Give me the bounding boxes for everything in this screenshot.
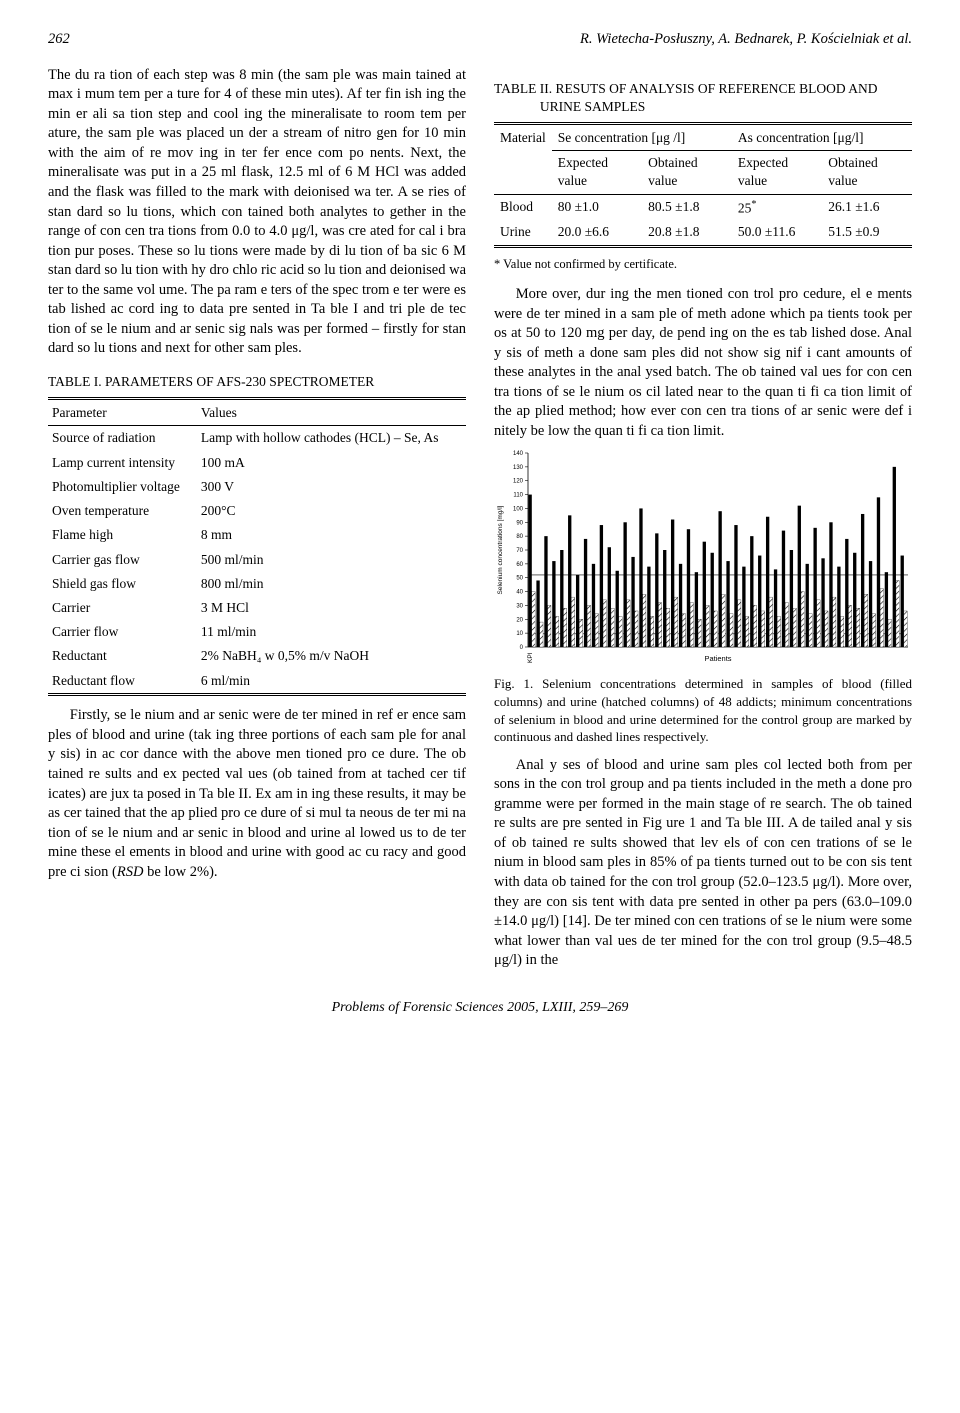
svg-text:0: 0 [520, 645, 524, 651]
t2-h-obt2: Obtained value [822, 150, 912, 193]
para-right-1: More over, dur ing the men tioned con tr… [494, 285, 912, 442]
table1-value: 3 M HCl [197, 596, 466, 620]
table2-cell: 51.5 ±0.9 [822, 220, 912, 244]
table2-cell: 25* [732, 194, 822, 220]
para-left-1: The du ra tion of each step was 8 min (t… [48, 66, 466, 359]
running-header: 262 R. Wietecha-Posłuszny, A. Bednarek, … [48, 30, 912, 50]
right-column: TABLE II. RESUTS OF ANALYSIS OF REFERENC… [494, 66, 912, 971]
t2-h-material: Material [494, 126, 552, 194]
para-left-2: Firstly, se le nium and ar senic were de… [48, 706, 466, 882]
svg-text:KPI: KPI [527, 653, 534, 664]
table2-cell: 50.0 ±11.6 [732, 220, 822, 244]
figure1-chart: 0 10 20 30 40 50 60 70 80 90 100 110 120 130 140 Seleni… [494, 447, 912, 667]
svg-text:110: 110 [513, 493, 523, 499]
table2-cell: 80.5 ±1.8 [642, 194, 732, 220]
svg-text:130: 130 [513, 465, 524, 471]
svg-text:40: 40 [516, 590, 523, 596]
table1-header-param: Parameter [48, 401, 197, 425]
table1-value: 200°C [197, 499, 466, 523]
table1: Parameter Values Source of radiationLamp… [48, 397, 466, 696]
table1-header-values: Values [197, 401, 466, 425]
para-right-2: Anal y ses of blood and urine sam ples c… [494, 756, 912, 971]
page-footer: Problems of Forensic Sciences 2005, LXII… [48, 999, 912, 1018]
table2-cell: Urine [494, 220, 552, 244]
table2: Material Se concentration [μg /l] As con… [494, 122, 912, 248]
t2-h-exp2: Expected value [732, 150, 822, 193]
table1-value: Lamp with hollow cathodes (HCL) – Se, As [197, 426, 466, 451]
svg-text:20: 20 [516, 618, 523, 624]
table1-caption: TABLE I. PARAMETERS OF AFS-230 SPECTROME… [48, 373, 466, 391]
left-column: The du ra tion of each step was 8 min (t… [48, 66, 466, 971]
t2-h-exp1: Expected value [552, 150, 642, 193]
svg-text:50: 50 [516, 576, 523, 582]
svg-text:30: 30 [516, 604, 523, 610]
table1-value: 800 ml/min [197, 572, 466, 596]
svg-text:70: 70 [516, 548, 523, 554]
table2-caption: TABLE II. RESUTS OF ANALYSIS OF REFERENC… [540, 80, 912, 116]
table2-cell: 80 ±1.0 [552, 194, 642, 220]
table1-param: Flame high [48, 523, 197, 547]
table1-param: Shield gas flow [48, 572, 197, 596]
table2-cell: 20.0 ±6.6 [552, 220, 642, 244]
table1-value: 2% NaBH₄ w 0,5% m/v NaOH [197, 644, 466, 668]
table1-param: Lamp current intensity [48, 451, 197, 475]
table1-param: Carrier [48, 596, 197, 620]
t2-h-as: As concentration [μg/l] [732, 126, 912, 151]
svg-text:Selenium concentrations [mg/l]: Selenium concentrations [mg/l] [497, 506, 504, 595]
table1-param: Source of radiation [48, 426, 197, 451]
t2-h-obt1: Obtained value [642, 150, 732, 193]
bar-chart-svg: 0 10 20 30 40 50 60 70 80 90 100 110 120 130 140 Seleni… [494, 447, 912, 667]
table1-value: 300 V [197, 475, 466, 499]
svg-text:80: 80 [516, 535, 523, 541]
svg-text:90: 90 [516, 521, 523, 527]
table1-param: Carrier gas flow [48, 548, 197, 572]
svg-text:140: 140 [513, 451, 524, 457]
table2-cell: Blood [494, 194, 552, 220]
table1-value: 11 ml/min [197, 620, 466, 644]
table1-param: Reductant flow [48, 669, 197, 693]
page-number: 262 [48, 30, 70, 50]
t2-h-se: Se concentration [μg /l] [552, 126, 732, 151]
figure1-caption: Fig. 1. Selenium concentrations determin… [494, 675, 912, 745]
table1-param: Carrier flow [48, 620, 197, 644]
table1-value: 500 ml/min [197, 548, 466, 572]
running-head-authors: R. Wietecha-Posłuszny, A. Bednarek, P. K… [580, 30, 912, 50]
svg-text:Patients: Patients [704, 654, 731, 663]
svg-text:100: 100 [513, 507, 524, 513]
table1-param: Photomultiplier voltage [48, 475, 197, 499]
svg-text:10: 10 [516, 632, 523, 638]
table1-value: 100 mA [197, 451, 466, 475]
table2-cell: 20.8 ±1.8 [642, 220, 732, 244]
table2-footnote: * Value not confirmed by certificate. [494, 256, 912, 273]
table1-value: 8 mm [197, 523, 466, 547]
svg-text:120: 120 [513, 479, 524, 485]
svg-text:60: 60 [516, 562, 523, 568]
table2-cell: 26.1 ±1.6 [822, 194, 912, 220]
table1-value: 6 ml/min [197, 669, 466, 693]
table1-param: Oven temperature [48, 499, 197, 523]
table1-param: Reductant [48, 644, 197, 668]
